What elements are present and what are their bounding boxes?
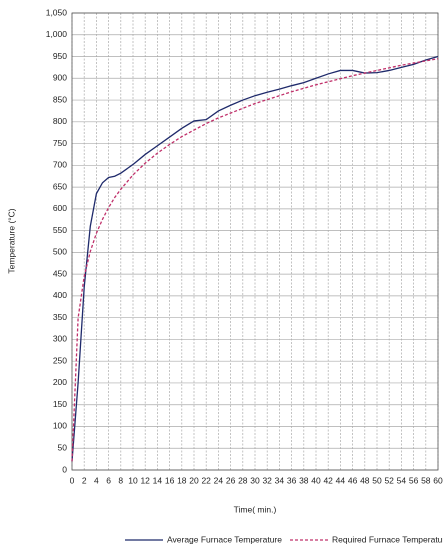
x-tick-label: 58 xyxy=(421,475,431,485)
y-tick-label: 1,050 xyxy=(46,7,68,17)
x-axis-label: Time( min.) xyxy=(234,504,277,514)
y-tick-label: 500 xyxy=(53,247,67,257)
y-tick-label: 150 xyxy=(53,399,67,409)
x-tick-label: 36 xyxy=(287,475,297,485)
y-tick-label: 50 xyxy=(58,442,68,452)
y-tick-label: 300 xyxy=(53,334,67,344)
legend-label: Average Furnace Temperature xyxy=(167,534,282,544)
x-tick-label: 12 xyxy=(140,475,150,485)
y-tick-label: 350 xyxy=(53,312,67,322)
x-tick-label: 50 xyxy=(372,475,382,485)
y-tick-label: 1,000 xyxy=(46,29,68,39)
x-tick-label: 46 xyxy=(348,475,358,485)
y-tick-label: 950 xyxy=(53,51,67,61)
y-tick-label: 750 xyxy=(53,138,67,148)
legend-label: Required Furnace Temperature xyxy=(332,534,443,544)
y-tick-label: 650 xyxy=(53,181,67,191)
plot-frame xyxy=(71,12,439,471)
x-tick-label: 2 xyxy=(82,475,87,485)
x-tick-label: 30 xyxy=(250,475,260,485)
x-tick-label: 22 xyxy=(201,475,211,485)
y-tick-label: 200 xyxy=(53,377,67,387)
y-tick-label: 800 xyxy=(53,116,67,126)
x-tick-label: 60 xyxy=(433,475,443,485)
x-tick-label: 4 xyxy=(94,475,99,485)
y-tick-label: 900 xyxy=(53,73,67,83)
x-tick-label: 54 xyxy=(397,475,407,485)
x-tick-label: 10 xyxy=(128,475,138,485)
x-tick-label: 26 xyxy=(226,475,236,485)
x-tick-label: 16 xyxy=(165,475,175,485)
x-tick-label: 0 xyxy=(70,475,75,485)
series-line xyxy=(71,55,439,462)
x-tick-label: 14 xyxy=(153,475,163,485)
x-tick-label: 42 xyxy=(323,475,333,485)
x-tick-label: 56 xyxy=(409,475,419,485)
x-tick-label: 44 xyxy=(336,475,346,485)
y-tick-label: 600 xyxy=(53,203,67,213)
x-tick-label: 52 xyxy=(384,475,394,485)
x-tick-label: 32 xyxy=(262,475,272,485)
y-tick-label: 550 xyxy=(53,225,67,235)
series-line xyxy=(71,58,439,462)
x-tick-label: 38 xyxy=(299,475,309,485)
x-tick-label: 6 xyxy=(106,475,111,485)
y-tick-label: 100 xyxy=(53,421,67,431)
x-tick-label: 18 xyxy=(177,475,187,485)
x-tick-label: 48 xyxy=(360,475,370,485)
y-tick-label: 850 xyxy=(53,94,67,104)
x-tick-label: 8 xyxy=(118,475,123,485)
y-tick-label: 450 xyxy=(53,268,67,278)
x-tick-label: 40 xyxy=(311,475,321,485)
y-tick-label: 400 xyxy=(53,290,67,300)
x-tick-label: 28 xyxy=(238,475,248,485)
y-tick-label: 250 xyxy=(53,355,67,365)
x-tick-label: 20 xyxy=(189,475,199,485)
y-tick-label: 700 xyxy=(53,160,67,170)
y-tick-label: 0 xyxy=(62,464,67,474)
y-axis-label: Temperature (°C) xyxy=(6,208,16,273)
x-tick-label: 34 xyxy=(275,475,285,485)
x-tick-label: 24 xyxy=(214,475,224,485)
